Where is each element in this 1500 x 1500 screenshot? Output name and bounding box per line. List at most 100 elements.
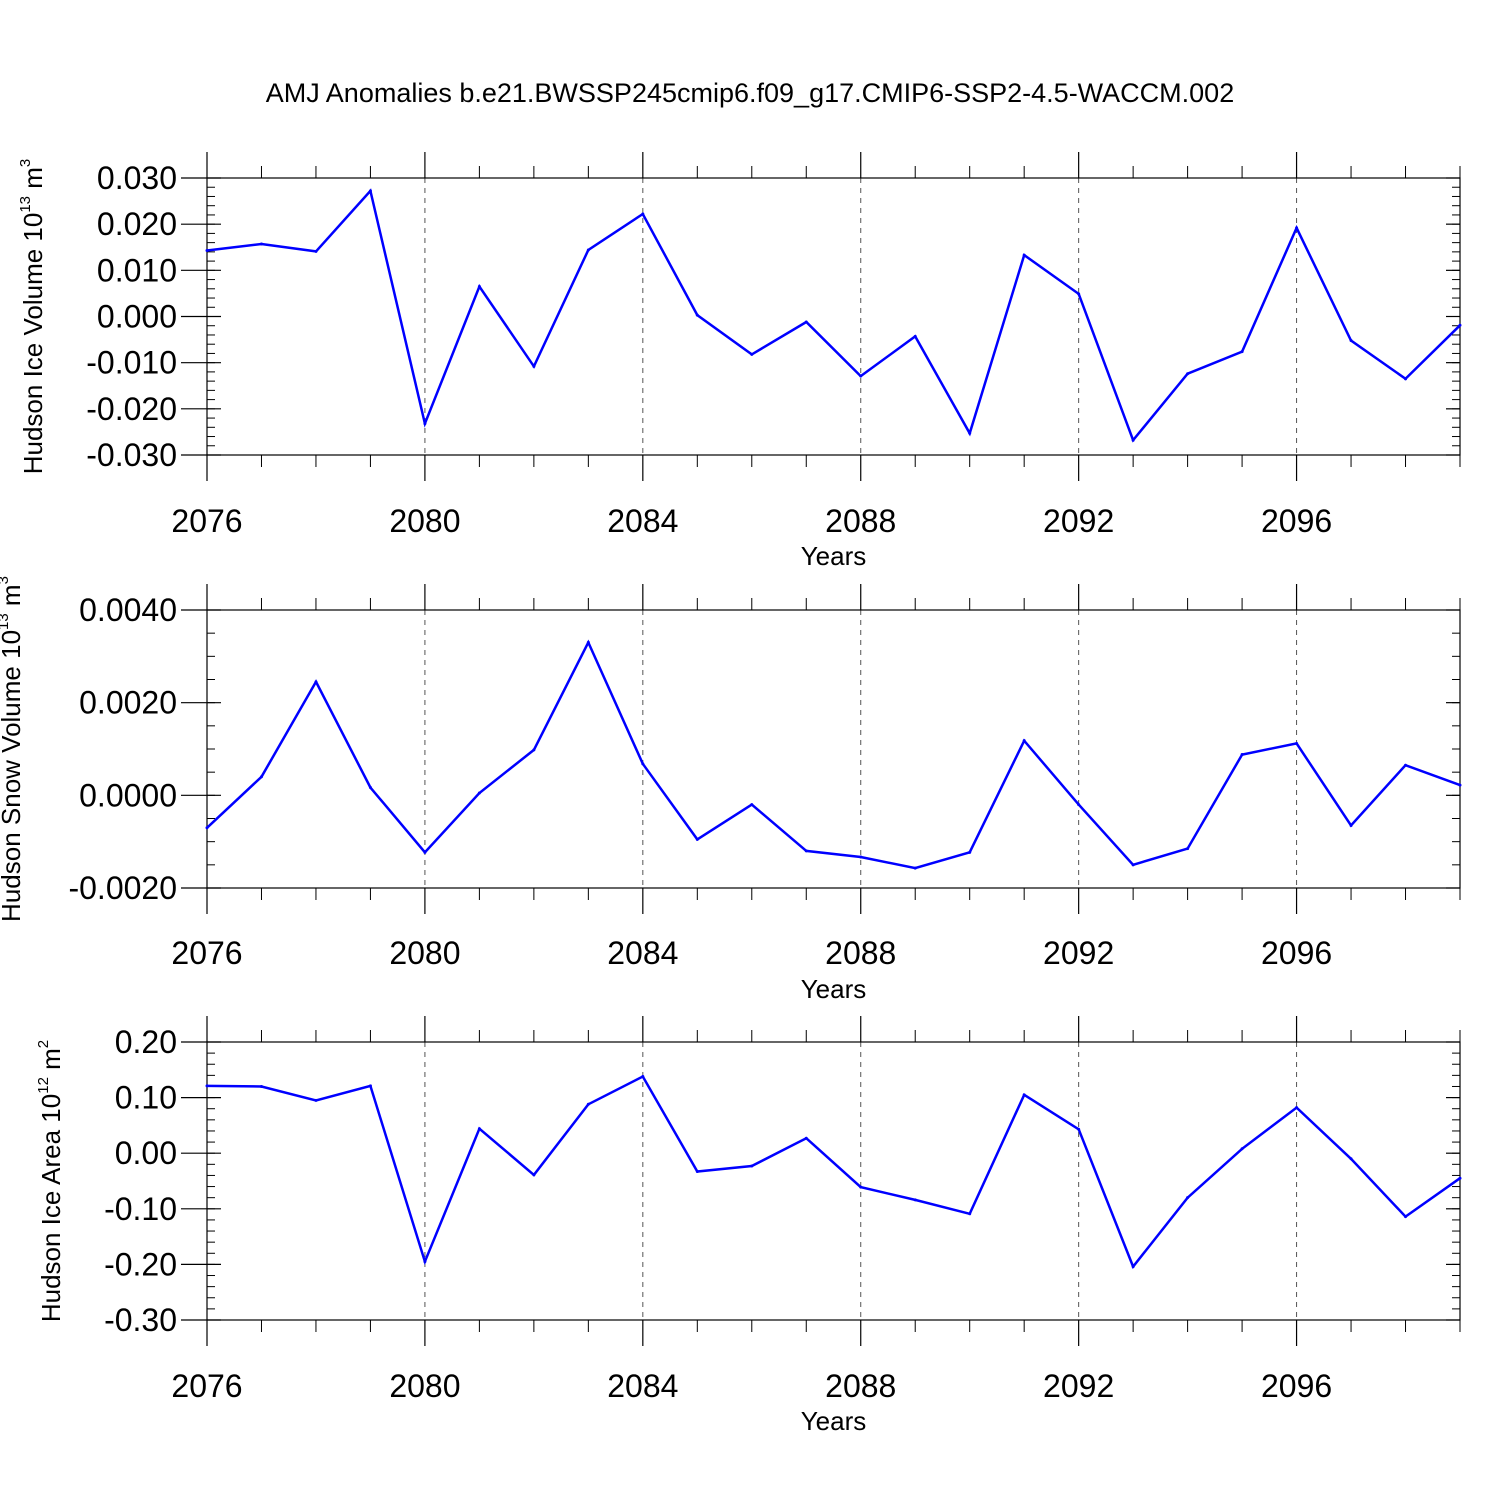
x-axis-title: Years xyxy=(801,541,867,571)
data-point xyxy=(205,1084,209,1088)
data-point xyxy=(1295,741,1299,745)
x-tick-label: 2088 xyxy=(825,1368,896,1404)
data-point xyxy=(1295,1106,1299,1110)
x-tick-label: 2080 xyxy=(389,503,460,539)
y-axis-title-exponent: 12 xyxy=(35,1077,52,1094)
data-point xyxy=(750,1164,754,1168)
data-point xyxy=(1022,1093,1026,1097)
data-point xyxy=(1349,339,1353,343)
plot-frame xyxy=(206,177,1461,456)
x-tick-label: 2080 xyxy=(389,1368,460,1404)
y-tick-label: 0.0000 xyxy=(79,777,177,813)
data-point xyxy=(586,1102,590,1106)
y-axis-title-unit: m xyxy=(0,584,26,613)
data-point xyxy=(205,248,209,252)
y-axis-title-exponent: 13 xyxy=(17,196,34,213)
data-point xyxy=(1404,1215,1408,1219)
data-point xyxy=(859,374,863,378)
x-tick-label: 2092 xyxy=(1043,503,1114,539)
y-tick-label: 0.020 xyxy=(97,206,177,242)
data-point xyxy=(804,849,808,853)
data-point xyxy=(423,422,427,426)
data-point xyxy=(1295,226,1299,230)
data-point xyxy=(641,212,645,216)
y-tick-label: 0.030 xyxy=(97,160,177,196)
data-point xyxy=(641,1074,645,1078)
data-point xyxy=(1458,323,1462,327)
data-point xyxy=(1077,803,1081,807)
y-tick-label: 0.10 xyxy=(115,1080,177,1116)
data-point xyxy=(368,1084,372,1088)
plot-frame xyxy=(206,1041,1461,1321)
data-point xyxy=(1404,377,1408,381)
data-point xyxy=(477,791,481,795)
y-tick-label: -0.020 xyxy=(86,391,177,427)
data-point xyxy=(314,249,318,253)
data-point xyxy=(968,850,972,854)
data-point xyxy=(968,431,972,435)
y-axis-title-unit-exponent: 3 xyxy=(17,159,34,167)
data-point xyxy=(1349,823,1353,827)
data-point xyxy=(532,748,536,752)
y-axis-title-text: Hudson Ice Volume 10 xyxy=(18,213,48,475)
data-point xyxy=(859,855,863,859)
x-axis-title: Years xyxy=(801,1406,867,1436)
y-tick-label: -0.10 xyxy=(104,1191,177,1227)
y-tick-label: 0.20 xyxy=(115,1024,177,1060)
data-point xyxy=(1458,783,1462,787)
y-axis-title-text: Hudson Ice Area 10 xyxy=(36,1094,66,1322)
y-tick-label: -0.030 xyxy=(86,437,177,473)
data-point xyxy=(423,1260,427,1264)
y-tick-label: 0.00 xyxy=(115,1135,177,1171)
data-point xyxy=(259,242,263,246)
data-point xyxy=(1186,1196,1190,1200)
y-tick-label: -0.0020 xyxy=(68,870,177,906)
data-point xyxy=(532,1173,536,1177)
y-axis-title: Hudson Ice Volume 1013 m3 xyxy=(17,159,48,475)
x-tick-label: 2076 xyxy=(171,503,242,539)
data-point xyxy=(913,1198,917,1202)
data-point xyxy=(314,680,318,684)
data-point xyxy=(913,334,917,338)
data-point xyxy=(695,313,699,317)
data-point xyxy=(750,803,754,807)
data-point xyxy=(532,364,536,368)
y-tick-label: 0.0020 xyxy=(79,685,177,721)
y-tick-label: -0.010 xyxy=(86,345,177,381)
data-point xyxy=(586,640,590,644)
data-point xyxy=(859,1185,863,1189)
data-point xyxy=(205,826,209,830)
x-tick-label: 2096 xyxy=(1261,935,1332,971)
data-point xyxy=(1240,1147,1244,1151)
y-axis-title-unit: m xyxy=(18,167,48,196)
y-tick-label: 0.000 xyxy=(97,299,177,335)
data-point xyxy=(259,1084,263,1088)
data-point xyxy=(804,1136,808,1140)
data-point xyxy=(1186,847,1190,851)
data-point xyxy=(750,352,754,356)
data-point xyxy=(477,284,481,288)
chart-title: AMJ Anomalies b.e21.BWSSP245cmip6.f09_g1… xyxy=(265,78,1235,108)
y-axis-title-unit-exponent: 3 xyxy=(0,576,12,584)
panel-ice-volume: -0.030 -0.020 -0.010 0.000 0.010 0.020 0.030 20… xyxy=(17,152,1462,571)
series-line xyxy=(206,639,1461,870)
y-axis-title: Hudson Snow Volume 1013 m3 xyxy=(0,576,26,922)
y-tick-label: -0.30 xyxy=(104,1302,177,1338)
data-point xyxy=(1240,753,1244,757)
y-axis-title-unit: m xyxy=(36,1048,66,1077)
y-axis-title: Hudson Ice Area 1012 m2 xyxy=(35,1040,66,1322)
panel-ice-area: -0.30 -0.20 -0.10 0.00 0.10 0.20 2076 2080 2084 2… xyxy=(35,1016,1462,1436)
data-point xyxy=(1131,863,1135,867)
series-line xyxy=(206,1074,1461,1270)
y-tick-label: 0.010 xyxy=(97,252,177,288)
x-tick-label: 2092 xyxy=(1043,935,1114,971)
data-point xyxy=(1349,1157,1353,1161)
x-tick-label: 2096 xyxy=(1261,1368,1332,1404)
x-tick-label: 2084 xyxy=(607,503,678,539)
data-point xyxy=(1022,739,1026,743)
data-point xyxy=(1131,438,1135,442)
data-point xyxy=(1186,372,1190,376)
y-axis-title-exponent: 13 xyxy=(0,613,12,630)
y-axis-title-unit-exponent: 2 xyxy=(35,1040,52,1048)
